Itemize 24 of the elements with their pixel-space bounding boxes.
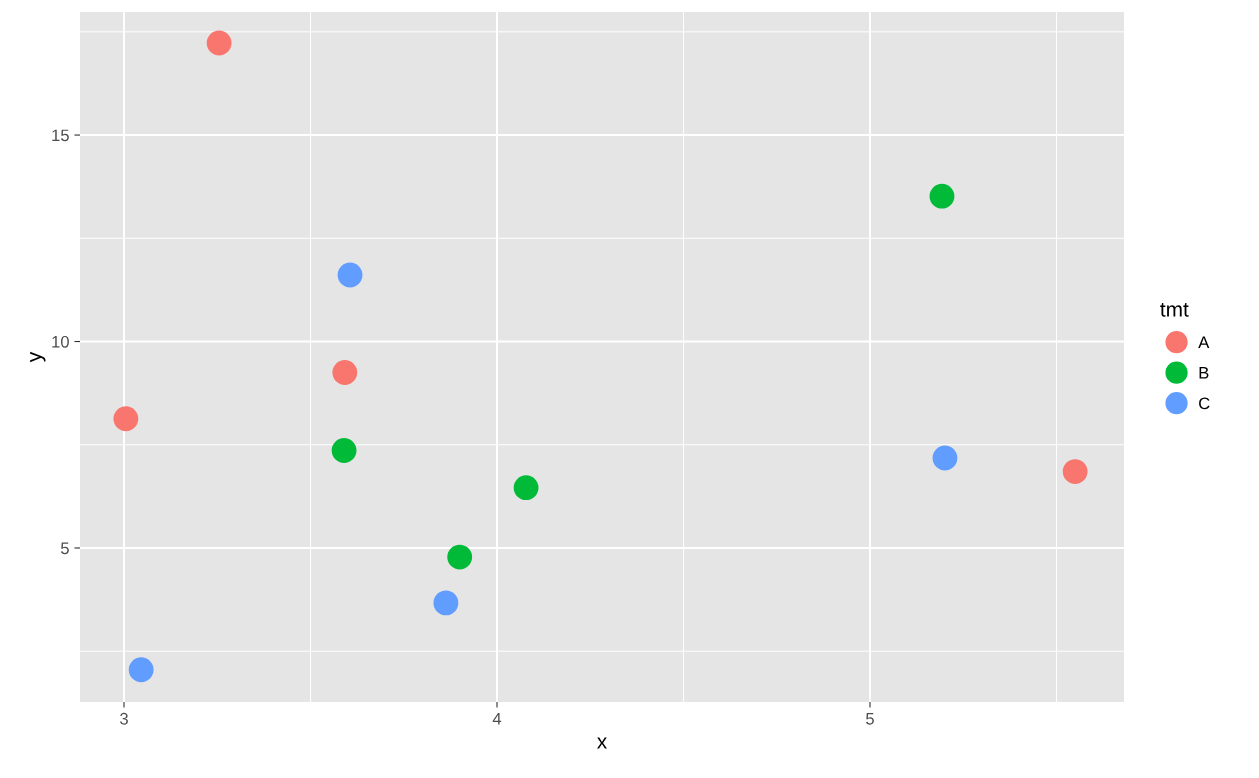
y-axis-title: y — [30, 351, 46, 363]
point — [1062, 459, 1088, 485]
x-tick-label: 3 — [120, 712, 128, 725]
point — [128, 657, 154, 683]
point — [447, 544, 473, 570]
point — [113, 406, 139, 432]
point — [332, 360, 358, 385]
point — [433, 590, 459, 616]
x-axis-title: x — [597, 737, 607, 749]
legend-label: C — [1199, 397, 1210, 410]
y-tick-label: 5 — [60, 542, 69, 555]
x-tick-label: 5 — [866, 713, 874, 725]
point — [337, 262, 363, 288]
point — [513, 475, 539, 501]
legend-title: tmt — [1160, 303, 1189, 317]
y-tick-label: 15 — [52, 129, 69, 142]
point — [331, 438, 357, 463]
y-tick-label: 10 — [52, 335, 69, 348]
point — [206, 30, 232, 56]
legend-label: B — [1199, 367, 1209, 379]
point — [929, 183, 955, 209]
x-tick-label: 4 — [492, 713, 502, 725]
point — [932, 445, 958, 471]
legend-label: A — [1198, 336, 1210, 348]
